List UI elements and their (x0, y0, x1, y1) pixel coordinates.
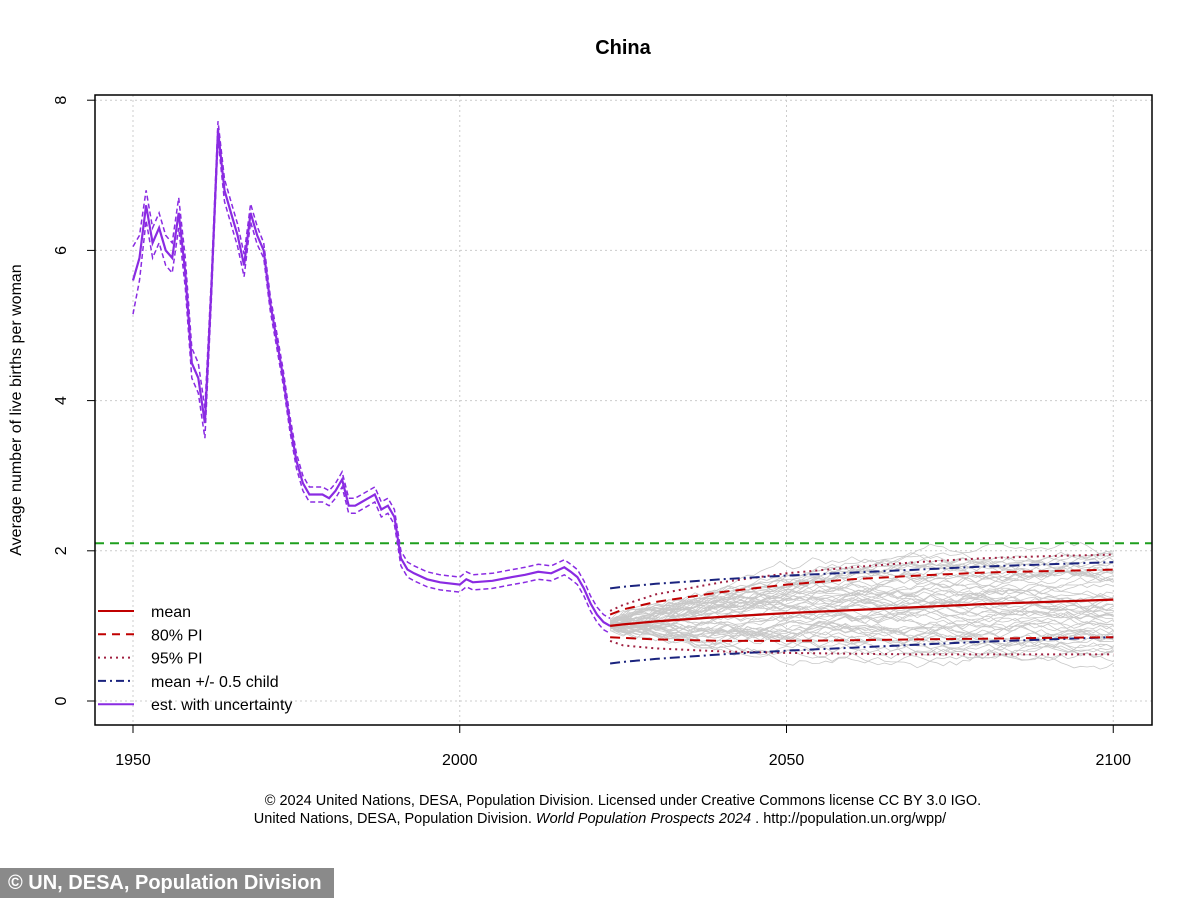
trajectory-line (610, 601, 1114, 625)
trajectory-line (610, 609, 1114, 637)
trajectory-line (609, 621, 1114, 639)
y-axis-label: Average number of live births per woman (8, 264, 25, 555)
y-tick-label: 4 (53, 396, 70, 405)
x-tick-label: 2000 (442, 752, 478, 769)
legend-label: mean +/- 0.5 child (151, 674, 279, 691)
pi95-upper-line (609, 553, 1114, 612)
x-tick-label: 2100 (1095, 752, 1131, 769)
y-tick-label: 2 (53, 546, 70, 555)
trajectory-line (610, 609, 1114, 639)
footer-line-1: © 2024 United Nations, DESA, Population … (265, 793, 981, 809)
legend-label: 80% PI (151, 627, 203, 644)
trajectory-line (609, 615, 1114, 635)
x-tick-label: 1950 (115, 752, 151, 769)
pi95-lower-line (609, 639, 1114, 656)
estimate-upper-line (132, 121, 611, 620)
plot-frame (94, 94, 1153, 726)
pi80-lower-line (610, 636, 1114, 642)
watermark: © UN, DESA, Population Division (0, 868, 334, 898)
chart-title: China (595, 37, 651, 59)
footer-publication: World Population Prospects 2024 (536, 811, 751, 827)
legend-label: est. with uncertainty (151, 697, 292, 714)
mean-line (609, 598, 1114, 627)
mean-minus-half-line (609, 636, 1114, 665)
trajectory-line (609, 570, 1114, 624)
estimate-lower-line (132, 139, 611, 635)
estimate-line (131, 130, 611, 627)
trajectory-line (610, 630, 1114, 656)
y-tick-label: 0 (53, 696, 70, 705)
trajectories (609, 541, 1114, 670)
axis-ticks: 1950 2000 2050 2100 0 2 4 6 8 (53, 96, 1131, 769)
trajectory-line (609, 596, 1114, 631)
trajectory-line (609, 622, 1114, 659)
footer-credit: United Nations, DESA, Population Divisio… (254, 811, 536, 827)
series-lines (95, 121, 1152, 665)
trajectory-line (609, 550, 1114, 627)
pi80-upper-line (609, 568, 1114, 616)
trajectory-line (609, 613, 1114, 648)
x-tick-label: 2050 (769, 752, 805, 769)
trajectory-line (610, 576, 1114, 627)
trajectory-line (609, 596, 1114, 638)
trajectory-line (609, 571, 1114, 629)
trajectory-line (609, 600, 1114, 632)
mean-plus-half-line (609, 561, 1114, 590)
trajectory-line (609, 615, 1114, 667)
legend-label: mean (151, 604, 191, 621)
footer-line-2: United Nations, DESA, Population Divisio… (254, 811, 947, 827)
y-tick-label: 8 (53, 96, 70, 105)
trajectory-line (609, 625, 1114, 669)
legend: mean 80% PI 95% PI mean +/- 0.5 child est. w… (98, 604, 292, 714)
legend-label: 95% PI (151, 651, 203, 668)
footer-url: . http://population.un.org/wpp/ (751, 811, 947, 827)
trajectory-line (609, 623, 1114, 670)
trajectory-line (610, 589, 1114, 629)
trajectory-line (610, 587, 1114, 628)
y-tick-label: 6 (53, 246, 70, 255)
